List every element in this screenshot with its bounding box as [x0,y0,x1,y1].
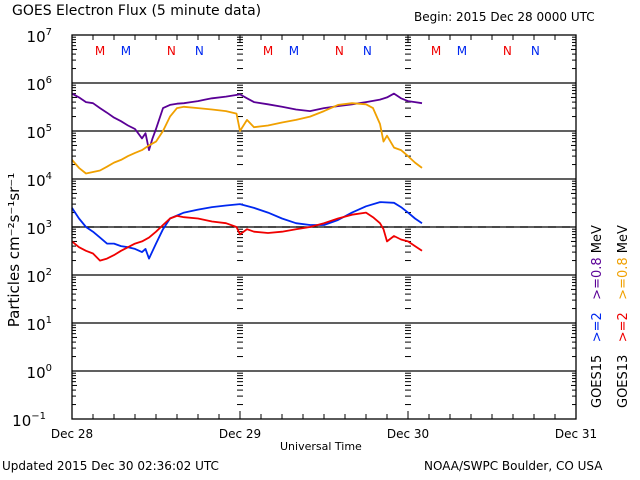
legend-energy-high: >=0.8 [590,257,605,312]
mn-marker: M [457,44,467,58]
x-tick-label: Dec 30 [387,427,429,441]
legend-unit: MeV [616,225,631,257]
x-tick-label: Dec 29 [219,427,261,441]
y-tick-exponent: −1 [31,411,46,422]
y-tick-label: 105 [27,123,52,142]
credit-text: NOAA/SWPC Boulder, CO USA [424,459,603,473]
y-tick-label: 106 [27,75,52,94]
y-tick-base: 10 [27,76,46,94]
y-tick-exponent: 3 [46,219,52,230]
series-goes13-2-mev [71,211,423,262]
mn-marker: M [121,44,131,58]
legend-unit: MeV [590,225,605,257]
series-goes15-0-8-mev [71,92,423,152]
x-tick-label: Dec 31 [555,427,597,441]
y-tick-exponent: 7 [46,27,52,38]
x-axis-label: Universal Time [280,440,362,453]
y-tick-exponent: 2 [46,267,52,278]
y-tick-exponent: 1 [46,315,52,326]
y-tick-label: 100 [27,363,52,382]
series-lines [71,92,423,262]
legend-satellite: GOES15 [590,355,605,408]
grid [72,82,576,372]
y-tick-label: 107 [27,27,52,46]
mn-marker: N [167,44,176,58]
series-goes15-2-mev [71,201,423,260]
axis-ticks [71,35,577,419]
y-tick-exponent: 0 [46,363,52,374]
legend-energy-low: >=2 [616,312,631,354]
updated-timestamp: Updated 2015 Dec 30 02:36:02 UTC [2,459,219,473]
legend-energy-low: >=2 [590,312,605,354]
series-goes13-0-8-mev [71,102,423,175]
legend-energy-high: >=0.8 [616,257,631,312]
y-tick-label: 103 [27,219,52,238]
y-tick-base: 10 [27,172,46,190]
y-tick-label: 104 [27,171,52,190]
y-tick-base: 10 [27,124,46,142]
mn-marker: N [363,44,372,58]
y-tick-exponent: 6 [46,75,52,86]
x-tick-labels: Dec 28 Dec 29 Dec 30 Dec 31 [51,427,597,441]
mn-marker: N [531,44,540,58]
plot-frame [71,34,577,420]
mn-marker: N [335,44,344,58]
y-axis-label: Particles cm⁻²s⁻¹sr⁻¹ [5,173,23,327]
y-tick-base: 10 [27,316,46,334]
y-tick-label: 102 [27,267,52,286]
mn-marker: N [503,44,512,58]
legend-entry: GOES13 >=2 >=0.8 MeV [616,225,631,408]
y-tick-base: 10 [27,220,46,238]
legend-satellite: GOES13 [616,355,631,408]
mn-marker: M [431,44,441,58]
chart-title: GOES Electron Flux (5 minute data) [12,3,262,19]
mn-marker: M [289,44,299,58]
x-tick-label: Dec 28 [51,427,93,441]
y-tick-exponent: 4 [46,171,52,182]
y-tick-label: 101 [27,315,52,334]
y-tick-label: 10−1 [12,411,46,430]
y-tick-base: 10 [27,28,46,46]
y-tick-base: 10 [27,268,46,286]
y-tick-exponent: 5 [46,123,52,134]
mn-marker: M [263,44,273,58]
mn-marker: N [195,44,204,58]
y-tick-base: 10 [27,364,46,382]
y-axis-label-text: Particles cm⁻²s⁻¹sr⁻¹ [5,173,23,327]
begin-time: Begin: 2015 Dec 28 0000 UTC [414,10,595,24]
y-tick-base: 10 [12,412,31,430]
mn-marker: M [95,44,105,58]
legend-entry: GOES15 >=2 >=0.8 MeV [590,225,605,408]
